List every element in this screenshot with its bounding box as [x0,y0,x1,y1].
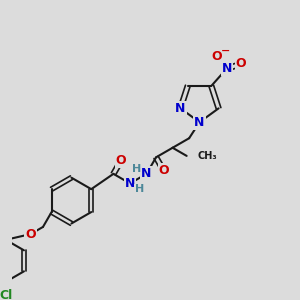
Text: N: N [221,62,232,75]
Text: N: N [141,167,152,180]
Text: N: N [194,116,205,129]
Text: CH₃: CH₃ [197,151,217,161]
Text: Cl: Cl [0,289,12,300]
Text: O: O [212,50,222,63]
Text: −: − [221,46,230,56]
Text: N: N [125,177,135,190]
Text: N: N [175,102,186,115]
Text: O: O [25,228,36,241]
Text: H: H [132,164,142,174]
Text: H: H [135,184,144,194]
Text: O: O [116,154,126,167]
Text: O: O [236,58,246,70]
Text: O: O [158,164,169,177]
